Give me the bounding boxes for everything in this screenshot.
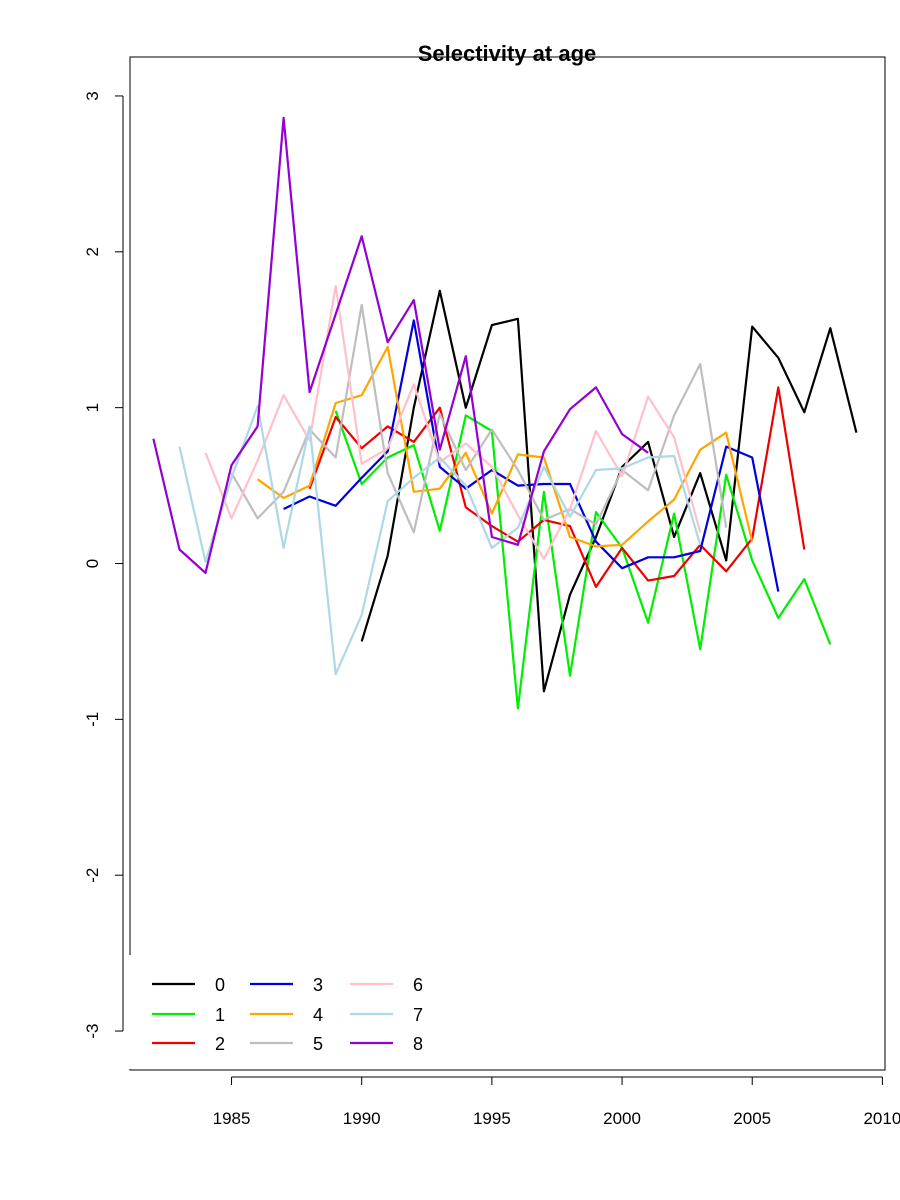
y-tick-label: -3 bbox=[83, 1023, 102, 1038]
y-tick-label: 2 bbox=[83, 247, 102, 256]
x-axis: 1985 1990 1995 2000 2005 2010 bbox=[213, 1076, 900, 1128]
series-line-age-0 bbox=[360, 289, 858, 693]
plot-area bbox=[129, 56, 886, 1071]
legend-label-age-6: 6 bbox=[413, 975, 423, 995]
x-tick-label: 1990 bbox=[343, 1109, 381, 1128]
legend-label-age-7: 7 bbox=[413, 1005, 423, 1025]
legend-label-age-8: 8 bbox=[413, 1034, 423, 1054]
series-line-age-8 bbox=[152, 116, 649, 575]
legend-label-age-4: 4 bbox=[313, 1005, 323, 1025]
legend-label-age-2: 2 bbox=[215, 1034, 225, 1054]
y-tick-label: 0 bbox=[83, 559, 102, 568]
series-line-age-6 bbox=[204, 285, 702, 560]
plot-frame bbox=[129, 56, 886, 1071]
legend-label-age-3: 3 bbox=[313, 975, 323, 995]
series-line-age-4 bbox=[256, 345, 754, 548]
chart-title: Selectivity at age bbox=[418, 41, 597, 66]
legend-background bbox=[128, 955, 450, 1069]
series-line-age-3 bbox=[283, 319, 780, 592]
y-tick-label: -1 bbox=[83, 712, 102, 727]
legend-label-age-0: 0 bbox=[215, 975, 225, 995]
series-layer bbox=[152, 116, 858, 710]
x-tick-label: 2000 bbox=[603, 1109, 641, 1128]
series-line-age-7 bbox=[178, 405, 702, 676]
x-tick-label: 1985 bbox=[213, 1109, 251, 1128]
y-axis: -3 -2 -1 0 1 2 3 bbox=[83, 91, 124, 1039]
legend: 0 1 2 3 4 5 6 7 8 bbox=[128, 955, 450, 1069]
x-tick-label: 2010 bbox=[863, 1109, 900, 1128]
legend-label-age-1: 1 bbox=[215, 1005, 225, 1025]
series-line-age-1 bbox=[334, 410, 832, 710]
legend-label-age-5: 5 bbox=[313, 1034, 323, 1054]
x-tick-label: 1995 bbox=[473, 1109, 511, 1128]
y-tick-label: -2 bbox=[83, 868, 102, 883]
x-tick-label: 2005 bbox=[733, 1109, 771, 1128]
y-tick-label: 1 bbox=[83, 403, 102, 412]
y-tick-label: 3 bbox=[83, 91, 102, 100]
